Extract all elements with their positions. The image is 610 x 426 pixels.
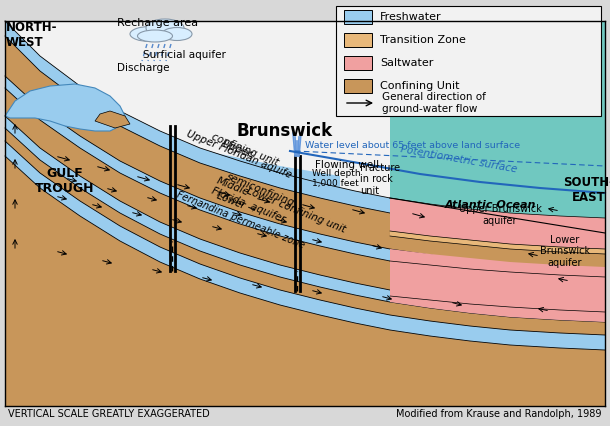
Text: Lower confining unit: Lower confining unit <box>245 186 347 235</box>
Polygon shape <box>5 116 605 322</box>
Polygon shape <box>5 76 605 281</box>
Text: Recharge area: Recharge area <box>118 18 199 28</box>
Text: Atlantic Ocean: Atlantic Ocean <box>444 200 536 210</box>
Polygon shape <box>5 36 605 269</box>
Text: Water level about 65 feet above land surface: Water level about 65 feet above land sur… <box>305 141 520 150</box>
Polygon shape <box>5 128 605 335</box>
Polygon shape <box>5 88 605 310</box>
Text: GULF
TROUGH: GULF TROUGH <box>35 167 95 195</box>
Polygon shape <box>5 84 125 131</box>
Ellipse shape <box>130 26 170 41</box>
Bar <box>344 10 372 24</box>
Polygon shape <box>95 111 130 128</box>
Text: Lower →: Lower → <box>215 190 256 215</box>
Text: Potentiometric surface: Potentiometric surface <box>400 144 518 175</box>
Polygon shape <box>390 249 605 322</box>
Text: Saltwater: Saltwater <box>380 58 433 68</box>
Text: Upper: Upper <box>220 139 253 160</box>
Text: Freshwater: Freshwater <box>380 12 442 22</box>
Polygon shape <box>5 146 340 221</box>
Text: confining unit: confining unit <box>210 132 280 168</box>
Text: Lower
Brunswick
aquifer: Lower Brunswick aquifer <box>540 235 590 268</box>
Text: VERTICAL SCALE GREATLY EXAGGERATED: VERTICAL SCALE GREATLY EXAGGERATED <box>8 409 210 419</box>
Bar <box>344 56 372 70</box>
Text: SOUTH-
EAST: SOUTH- EAST <box>564 176 610 204</box>
Polygon shape <box>5 141 605 350</box>
Ellipse shape <box>146 19 184 37</box>
Text: Brunswick: Brunswick <box>237 122 333 140</box>
Ellipse shape <box>137 30 173 42</box>
Text: Flowing well: Flowing well <box>315 160 379 170</box>
Text: Middle: Middle <box>215 176 251 198</box>
Polygon shape <box>390 198 605 249</box>
Text: Transition Zone: Transition Zone <box>380 35 466 45</box>
Text: Modified from Krause and Randolph, 1989: Modified from Krause and Randolph, 1989 <box>396 409 602 419</box>
Text: Surficial aquifer: Surficial aquifer <box>143 50 226 60</box>
Text: Florida  aquifer: Florida aquifer <box>210 185 287 224</box>
Text: Upper Floridan aquife: Upper Floridan aquife <box>185 129 293 180</box>
Polygon shape <box>390 231 605 254</box>
Text: Fernandina permeable zone: Fernandina permeable zone <box>175 189 306 250</box>
Text: Confining Unit: Confining Unit <box>380 81 459 91</box>
Polygon shape <box>5 21 340 214</box>
Ellipse shape <box>162 28 192 40</box>
Polygon shape <box>390 261 605 312</box>
Text: NORTH-
WEST: NORTH- WEST <box>6 21 57 49</box>
Text: Discharge: Discharge <box>117 63 170 73</box>
Text: Upper Brunswick
aquifer: Upper Brunswick aquifer <box>459 204 542 226</box>
Text: Fracture
in rock
unit: Fracture in rock unit <box>360 163 400 196</box>
Polygon shape <box>5 156 605 406</box>
Bar <box>344 79 372 93</box>
Polygon shape <box>5 21 605 233</box>
Text: General direction of
ground-water flow: General direction of ground-water flow <box>382 92 486 114</box>
Bar <box>344 33 372 47</box>
FancyBboxPatch shape <box>336 6 601 116</box>
Text: semiconfining: semiconfining <box>225 172 296 208</box>
Text: Well depth
1,000 feet: Well depth 1,000 feet <box>312 169 361 188</box>
Polygon shape <box>390 21 605 233</box>
